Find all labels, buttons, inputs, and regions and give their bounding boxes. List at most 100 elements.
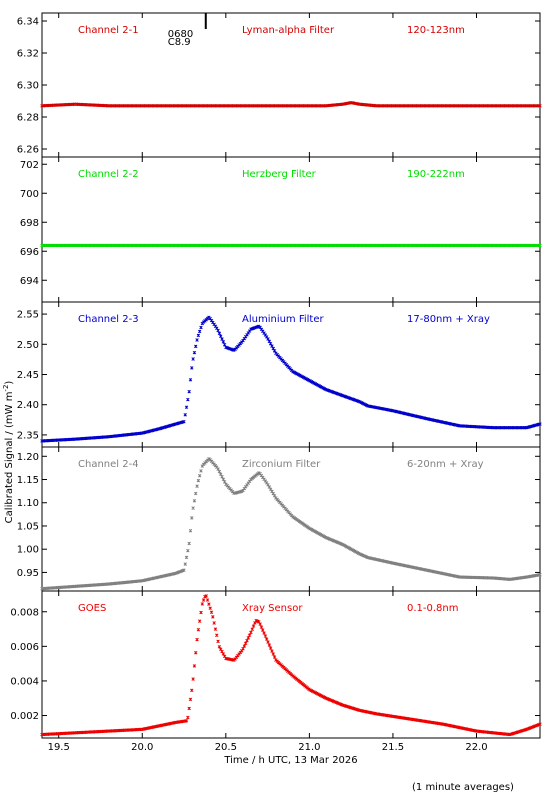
data-point — [194, 651, 198, 655]
y-tick-label: 2.50 — [17, 340, 39, 351]
panel-band: 0.1-0.8nm — [407, 603, 459, 614]
panel-5: 0.002 0.004 0.006 0.008 GOES Xray Sensor 0.1-0… — [10, 590, 542, 739]
panel-2: 694 696 698 700 702 Channel 2-2 Herzberg Filte… — [20, 156, 542, 303]
series-markers — [40, 100, 542, 108]
y-tick-label: 2.45 — [17, 370, 39, 381]
data-point — [196, 333, 201, 338]
data-point — [195, 484, 199, 488]
data-point — [243, 641, 248, 646]
data-point — [188, 697, 193, 702]
panel-filter: Lyman-alpha Filter — [242, 25, 335, 36]
data-point — [201, 598, 206, 602]
y-tick-label: 2.55 — [17, 310, 39, 321]
data-point — [270, 649, 274, 653]
x-tick-label: 20.5 — [215, 742, 237, 753]
data-point — [190, 366, 194, 370]
panel-band: 190-222nm — [407, 169, 465, 180]
data-point — [197, 329, 202, 334]
y-tick-label: 6.32 — [17, 49, 39, 60]
data-point — [242, 644, 247, 648]
data-point — [268, 646, 273, 650]
data-point — [182, 568, 186, 572]
data-point — [196, 478, 201, 483]
data-point — [259, 625, 264, 629]
y-tick-label: 6.30 — [17, 81, 39, 92]
data-point — [272, 655, 277, 659]
panels: 6.26 6.28 6.30 6.32 6.34 Channel 2-1 Lyman-alp… — [10, 12, 542, 739]
data-point — [200, 602, 205, 606]
panel-frame — [41, 590, 541, 739]
data-point — [538, 422, 542, 426]
y-tick-label: 6.28 — [17, 113, 39, 124]
y-tick-label: 6.26 — [17, 145, 39, 156]
data-point — [188, 378, 193, 382]
y-tick-label: 698 — [20, 218, 39, 229]
data-point — [192, 664, 197, 668]
data-point — [250, 627, 254, 631]
panel-label: Channel 2-1 — [78, 25, 139, 36]
y-tick-label: 1.00 — [17, 545, 39, 556]
x-axis: 19.5 20.0 20.5 21.0 21.5 22.0 — [48, 742, 488, 753]
y-tick-label: 0.008 — [10, 607, 39, 618]
data-point — [271, 652, 275, 656]
panel-band: 120-123nm — [407, 25, 465, 36]
panel-label: Channel 2-2 — [78, 169, 139, 180]
data-point — [222, 343, 227, 347]
data-point — [197, 474, 202, 478]
y-tick-label: 0.002 — [10, 711, 39, 722]
data-point — [184, 405, 189, 409]
data-point — [207, 602, 211, 606]
x-tick-label: 20.0 — [131, 742, 153, 753]
flare-class-annotation: C8.9 — [168, 37, 191, 48]
y-tick-label: 2.40 — [17, 400, 39, 411]
data-point — [194, 344, 198, 349]
flare-id-annotation: 0680 — [168, 29, 193, 40]
data-point — [199, 610, 203, 615]
data-point — [538, 573, 542, 577]
data-point — [191, 357, 195, 361]
data-point — [190, 516, 194, 520]
y-axis-label-end: ) — [4, 381, 15, 385]
data-point — [205, 598, 210, 602]
data-point — [217, 331, 222, 336]
data-point — [184, 719, 189, 723]
panel-filter: Herzberg Filter — [242, 169, 317, 180]
data-point — [258, 622, 262, 626]
data-point — [192, 499, 197, 503]
data-point — [263, 634, 268, 638]
data-point — [192, 350, 197, 355]
panel-3: 2.35 2.40 2.45 2.50 2.55 Channel 2-3 Aluminium… — [17, 301, 542, 448]
data-point — [261, 628, 265, 632]
series-markers — [40, 243, 542, 248]
panel-filter: Aluminium Filter — [242, 314, 325, 325]
y-tick-label: 1.10 — [17, 498, 39, 509]
data-point — [186, 548, 190, 553]
data-point — [218, 472, 223, 476]
data-point — [216, 639, 220, 644]
x-axis-label: Time / h UTC, 13 Mar 2026 — [223, 755, 357, 766]
series-markers — [40, 315, 542, 443]
data-point — [188, 529, 193, 533]
data-point — [195, 338, 199, 342]
data-point — [196, 628, 201, 632]
y-tick-label: 1.15 — [17, 475, 39, 486]
data-point — [249, 630, 253, 635]
panel-band: 6-20nm + Xray — [407, 459, 484, 470]
y-tick-label: 6.34 — [17, 17, 39, 28]
data-point — [182, 419, 186, 424]
data-point — [218, 334, 223, 338]
data-point — [194, 491, 198, 496]
panel-label: GOES — [78, 603, 106, 614]
y-tick-label: 1.05 — [17, 521, 39, 532]
panel-band: 17-80nm + Xray — [407, 314, 490, 325]
data-point — [211, 615, 215, 619]
data-point — [187, 706, 191, 711]
data-point — [191, 677, 195, 681]
panel-label: Channel 2-4 — [78, 459, 139, 470]
y-tick-label: 700 — [20, 189, 39, 200]
x-tick-label: 19.5 — [48, 742, 70, 753]
data-point — [215, 633, 219, 637]
y-tick-label: 696 — [20, 247, 39, 258]
data-point — [183, 413, 187, 417]
